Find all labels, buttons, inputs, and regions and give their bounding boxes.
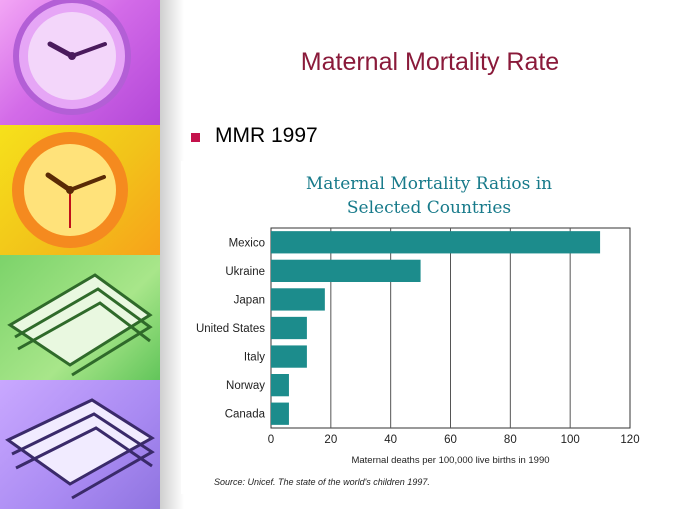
chart-title-line: Selected Countries (347, 198, 511, 218)
bar (271, 288, 325, 311)
category-label: United States (196, 323, 265, 335)
x-tick-label: 0 (268, 434, 274, 446)
bar (271, 231, 601, 254)
source-note: Source: Unicef. The state of the world's… (214, 477, 430, 487)
decorative-image-strip (0, 0, 160, 509)
bullet-square-icon (191, 133, 200, 142)
bar (271, 316, 307, 340)
bar (271, 402, 289, 425)
bullet-text: MMR 1997 (215, 124, 318, 147)
x-tick-label: 60 (444, 434, 457, 446)
category-label: Mexico (229, 237, 265, 249)
x-axis-label: Maternal deaths per 100,000 live births … (351, 455, 549, 466)
bar-chart: Maternal Mortality Ratios in Selected Cou… (181, 161, 659, 494)
x-tick-label: 120 (620, 434, 639, 446)
x-tick-label: 20 (324, 434, 337, 446)
x-tick-label: 80 (504, 434, 517, 446)
strip-shadow (160, 0, 184, 509)
category-label: Japan (234, 294, 265, 306)
green-papers-image (0, 255, 160, 380)
purple-clock-image (0, 0, 160, 125)
category-label: Norway (226, 380, 265, 392)
category-label: Italy (244, 352, 265, 364)
x-tick-label: 40 (384, 434, 397, 446)
slide-title: Maternal Mortality Rate (300, 48, 560, 76)
category-label: Ukraine (225, 266, 265, 278)
bar (271, 374, 289, 397)
chart-svg: Maternal Mortality Ratios in Selected Cou… (196, 174, 640, 487)
bar (271, 259, 421, 282)
purple-papers-image (0, 380, 160, 509)
category-label: Canada (225, 409, 266, 421)
chart-title-line: Maternal Mortality Ratios in (306, 174, 552, 194)
x-tick-label: 100 (561, 434, 580, 446)
bar (271, 345, 307, 368)
orange-clock-image (0, 125, 160, 255)
